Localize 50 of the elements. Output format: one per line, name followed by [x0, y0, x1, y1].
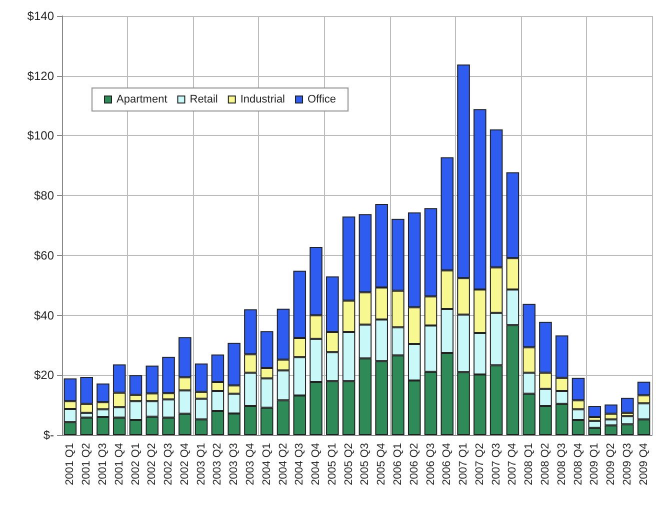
- bar: [621, 398, 634, 413]
- y-tick-label: $-: [43, 428, 54, 442]
- x-tick-label: 2006 Q2: [408, 443, 420, 486]
- x-tick-label: 2001 Q2: [80, 443, 93, 486]
- x-tick-label: 2001 Q4: [113, 443, 126, 486]
- x-tick-label: 2002 Q2: [146, 443, 158, 486]
- x-tick-label: 2006 Q1: [392, 443, 404, 486]
- x-tick-label: 2007 Q3: [490, 443, 502, 486]
- x-tick-label: 2008 Q3: [556, 443, 568, 486]
- x-tick-label: 2003 Q1: [195, 443, 208, 486]
- x-tick-label: 2007 Q1: [458, 443, 470, 486]
- x-tick-label: 2009 Q4: [638, 443, 650, 486]
- y-tick-label: $120: [27, 68, 54, 83]
- x-tick-label: 2004 Q1: [260, 443, 273, 486]
- x-tick-label: 2008 Q2: [539, 443, 552, 486]
- y-tick-label: $140: [27, 9, 54, 23]
- x-tick-label: 2006 Q3: [424, 443, 437, 486]
- x-tick-label: 2009 Q2: [605, 443, 618, 486]
- x-tick-label: 2005 Q3: [359, 443, 372, 486]
- x-tick-label: 2009 Q1: [588, 443, 601, 486]
- x-tick-label: 2002 Q1: [130, 443, 142, 486]
- x-tick-label: 2005 Q1: [326, 443, 338, 486]
- y-tick-label: $40: [34, 308, 54, 322]
- legend-label: Retail: [190, 94, 218, 106]
- legend-label: Industrial: [240, 94, 286, 106]
- x-tick-label: 2008 Q4: [572, 443, 584, 486]
- legend-label: Office: [308, 94, 336, 106]
- y-tick-label: $60: [34, 248, 54, 262]
- x-tick-label: 2007 Q4: [506, 443, 519, 486]
- bar: [588, 406, 602, 418]
- x-tick-label: 2004 Q3: [294, 443, 306, 486]
- x-tick-label: 2005 Q2: [342, 443, 355, 486]
- x-tick-label: 2003 Q3: [228, 443, 240, 486]
- x-tick-label: 2008 Q1: [523, 443, 536, 486]
- x-tick-label: 2004 Q2: [277, 443, 290, 486]
- x-tick-label: 2004 Q4: [310, 443, 322, 486]
- x-tick-label: 2006 Q4: [441, 443, 454, 486]
- x-tick-label: 2003 Q4: [244, 443, 256, 486]
- x-tick-label: 2009 Q3: [621, 443, 634, 486]
- x-tick-label: 2007 Q2: [474, 443, 486, 486]
- y-tick-label: $80: [34, 188, 54, 203]
- x-tick-label: 2002 Q3: [162, 443, 175, 486]
- x-tick-label: 2002 Q4: [178, 443, 191, 486]
- x-tick-label: 2005 Q4: [376, 443, 388, 486]
- y-tick-label: $20: [34, 368, 54, 382]
- x-tick-label: 2001 Q3: [96, 443, 109, 486]
- legend-label: Apartment: [116, 94, 168, 106]
- y-tick-label: $100: [27, 128, 54, 143]
- x-tick-label: 2003 Q2: [212, 443, 224, 486]
- x-tick-label: 2001 Q1: [64, 443, 76, 486]
